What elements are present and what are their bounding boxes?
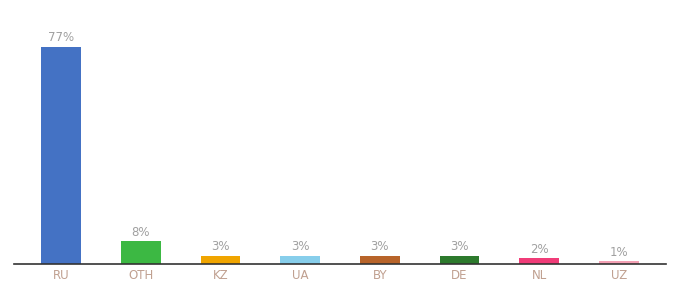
Bar	[41, 46, 82, 264]
Bar	[598, 261, 639, 264]
Text: 3%: 3%	[371, 240, 389, 253]
Bar	[121, 242, 161, 264]
Text: 1%: 1%	[609, 246, 628, 259]
Bar	[519, 258, 559, 264]
Text: 8%: 8%	[132, 226, 150, 239]
Text: 3%: 3%	[211, 240, 230, 253]
Bar	[360, 256, 400, 264]
Bar	[439, 256, 479, 264]
Text: 2%: 2%	[530, 243, 548, 256]
Text: 3%: 3%	[450, 240, 469, 253]
Bar	[201, 256, 241, 264]
Text: 77%: 77%	[48, 31, 74, 44]
Bar	[280, 256, 320, 264]
Text: 3%: 3%	[291, 240, 309, 253]
